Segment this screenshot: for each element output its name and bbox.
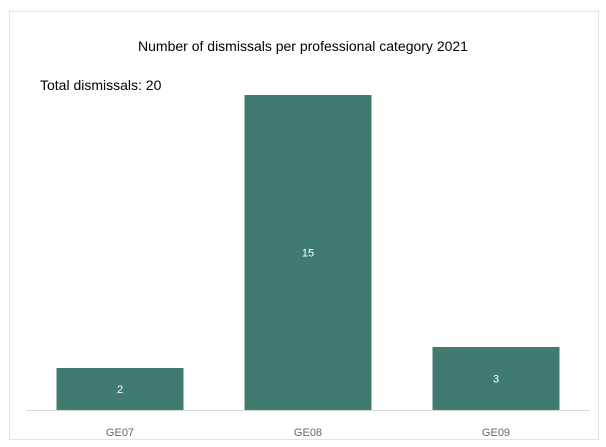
bar-value-label-ge07: 2 bbox=[117, 384, 123, 396]
x-tick-label-ge08: GE08 bbox=[294, 427, 322, 439]
x-tick-label-ge07: GE07 bbox=[106, 427, 134, 439]
bar-ge08[interactable] bbox=[244, 95, 372, 410]
bar-ge07[interactable] bbox=[56, 368, 184, 410]
chart-title: Number of dismissals per professional ca… bbox=[138, 38, 468, 54]
chart-subtitle: Total dismissals: 20 bbox=[40, 77, 162, 93]
bar-ge09[interactable] bbox=[432, 347, 560, 410]
bar-value-label-ge08: 15 bbox=[302, 248, 314, 260]
x-tick-label-ge09: GE09 bbox=[482, 427, 510, 439]
bar-value-label-ge09: 3 bbox=[493, 374, 499, 386]
